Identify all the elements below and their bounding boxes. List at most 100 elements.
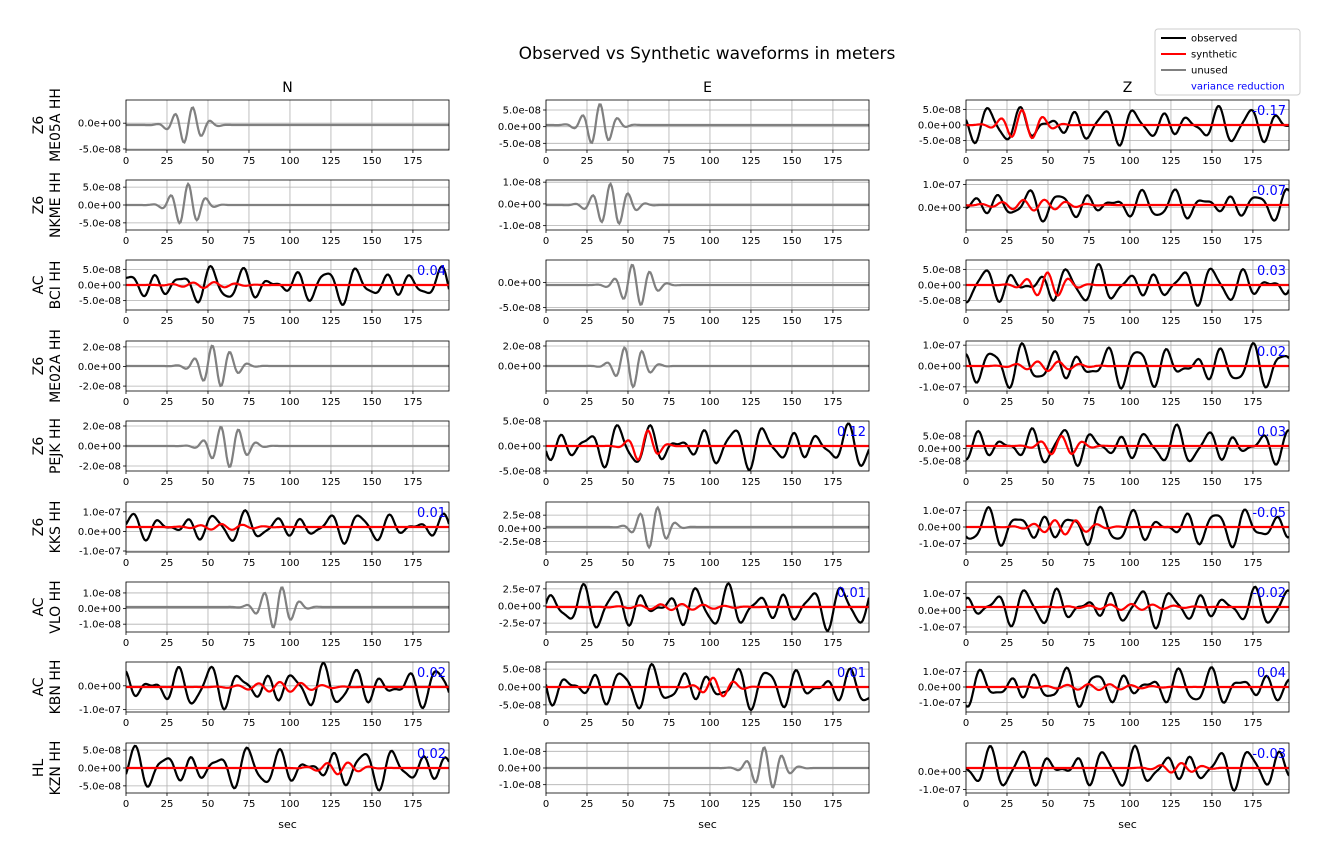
x-tick-label: 50 bbox=[202, 718, 215, 729]
x-tick-label: 150 bbox=[782, 477, 801, 488]
x-tick-label: 25 bbox=[161, 156, 174, 167]
x-tick-label: 0 bbox=[123, 799, 129, 810]
synthetic-trace bbox=[126, 280, 449, 289]
x-tick-label: 50 bbox=[202, 397, 215, 408]
x-tick-label: 50 bbox=[622, 718, 635, 729]
x-tick-label: 50 bbox=[1042, 156, 1055, 167]
y-tick-label: -5.0e-08 bbox=[499, 303, 541, 314]
x-tick-label: 125 bbox=[741, 718, 760, 729]
x-tick-label: 25 bbox=[1001, 316, 1014, 327]
x-tick-label: 125 bbox=[1161, 558, 1180, 569]
panel-N: 1.0e-08 0.0e+00 -1.0e-080 25 50 75 100 125 150 17… bbox=[78, 581, 450, 649]
y-tick-label: 0.0e+00 bbox=[78, 281, 121, 292]
x-tick-label: 100 bbox=[280, 718, 299, 729]
x-tick-label: 75 bbox=[243, 638, 256, 649]
row-label-station: KBN HH bbox=[48, 660, 64, 715]
x-tick-label: 150 bbox=[1202, 397, 1221, 408]
x-tick-label: 75 bbox=[243, 477, 256, 488]
x-tick-label: 50 bbox=[622, 236, 635, 247]
x-tick-label: 25 bbox=[1001, 799, 1014, 810]
x-tick-label: 75 bbox=[663, 477, 676, 488]
axes-frame bbox=[965, 581, 1290, 633]
x-tick-label: 75 bbox=[663, 156, 676, 167]
x-tick-label: 100 bbox=[1120, 638, 1139, 649]
row-label: ACBCI HH bbox=[31, 261, 64, 310]
x-tick-label: 50 bbox=[1042, 477, 1055, 488]
x-tick-label: 75 bbox=[243, 558, 256, 569]
synthetic-trace bbox=[966, 682, 1289, 692]
axes-frame bbox=[545, 259, 870, 311]
x-tick-label: 50 bbox=[622, 558, 635, 569]
x-tick-label: 50 bbox=[1042, 397, 1055, 408]
synthetic-trace bbox=[546, 676, 869, 698]
x-tick-label: 0 bbox=[543, 397, 549, 408]
row-label-station: PEJK HH bbox=[48, 418, 64, 474]
x-tick-label: 25 bbox=[581, 558, 594, 569]
y-tick-label: 0.0e+00 bbox=[78, 604, 121, 615]
panel-E: 0.01 2.5e-07 0.0e+00 -2.5e-070 25 50 75 100 125 1… bbox=[498, 581, 870, 649]
row-label-station: BCI HH bbox=[48, 261, 64, 310]
y-tick-label: 0.0e+00 bbox=[918, 767, 961, 778]
panel-N: 2.0e-08 0.0e+00 -2.0e-080 25 50 75 100 125 150 17… bbox=[78, 420, 450, 488]
x-tick-label: 25 bbox=[581, 156, 594, 167]
x-tick-label: 50 bbox=[622, 799, 635, 810]
x-tick-label: 100 bbox=[700, 718, 719, 729]
legend-label: synthetic bbox=[1191, 50, 1237, 61]
x-tick-label: 25 bbox=[1001, 156, 1014, 167]
x-tick-label: 50 bbox=[622, 638, 635, 649]
x-tick-label: 100 bbox=[1120, 316, 1139, 327]
synthetic-trace bbox=[546, 429, 869, 462]
x-tick-label: 50 bbox=[1042, 799, 1055, 810]
y-tick-label: -1.0e-08 bbox=[499, 780, 541, 791]
x-tick-label: 125 bbox=[321, 558, 340, 569]
legend-box bbox=[1154, 28, 1301, 96]
x-tick-label: 150 bbox=[1202, 558, 1221, 569]
row-label: Z6NKME HH bbox=[31, 172, 64, 238]
panel-Z: -0.07 1.0e-07 0.0e+00 0 25 50 75 100 125 150 175 bbox=[918, 179, 1290, 247]
variance-reduction-label: 0.04 bbox=[1257, 666, 1286, 681]
x-tick-label: 25 bbox=[161, 316, 174, 327]
y-tick-label: 5.0e-08 bbox=[503, 417, 541, 428]
x-tick-label: 175 bbox=[403, 799, 422, 810]
x-tick-label: 150 bbox=[362, 397, 381, 408]
x-tick-label: 175 bbox=[403, 156, 422, 167]
waveforms bbox=[546, 181, 869, 226]
x-tick-label: 175 bbox=[823, 236, 842, 247]
x-axis-label: sec bbox=[278, 818, 297, 831]
x-tick-label: 75 bbox=[663, 397, 676, 408]
x-tick-label: 75 bbox=[1083, 236, 1096, 247]
x-tick-label: 50 bbox=[202, 799, 215, 810]
x-tick-label: 175 bbox=[823, 558, 842, 569]
x-tick-label: 0 bbox=[963, 718, 969, 729]
panel-E: 1.0e-08 0.0e+00 -1.0e-080 25 50 75 100 125 150 17… bbox=[498, 742, 870, 831]
panel-E: 1.0e-08 0.0e+00 -1.0e-080 25 50 75 100 125 150 17… bbox=[498, 178, 870, 247]
x-tick-label: 25 bbox=[1001, 638, 1014, 649]
observed-trace bbox=[966, 666, 1289, 709]
waveforms bbox=[546, 103, 869, 145]
waveforms bbox=[966, 744, 1289, 792]
waveforms bbox=[966, 187, 1289, 223]
y-tick-label: 0.0e+00 bbox=[78, 681, 121, 692]
synthetic-trace bbox=[126, 761, 449, 776]
x-tick-label: 100 bbox=[700, 799, 719, 810]
x-tick-label: 50 bbox=[622, 477, 635, 488]
x-tick-label: 0 bbox=[963, 316, 969, 327]
y-tick-label: 0.0e+00 bbox=[498, 524, 541, 535]
x-tick-label: 175 bbox=[823, 397, 842, 408]
y-tick-label: -5.0e-08 bbox=[499, 139, 541, 150]
x-tick-label: 25 bbox=[1001, 558, 1014, 569]
y-tick-label: 0.0e+00 bbox=[918, 121, 961, 132]
x-tick-label: 175 bbox=[1243, 236, 1262, 247]
row-label: ACKBN HH bbox=[31, 660, 64, 715]
row-label-network: HL bbox=[31, 759, 47, 778]
y-tick-label: 5.0e-08 bbox=[923, 105, 961, 116]
variance-reduction-label: -0.03 bbox=[1252, 747, 1286, 762]
waveforms bbox=[546, 505, 869, 550]
x-tick-label: 25 bbox=[161, 799, 174, 810]
waveforms bbox=[966, 423, 1289, 468]
x-tick-label: 75 bbox=[1083, 397, 1096, 408]
y-tick-label: 0.0e+00 bbox=[918, 444, 961, 455]
panel-E: 5.0e-08 0.0e+00 -5.0e-080 25 50 75 100 125 150 17… bbox=[498, 99, 870, 167]
unused-trace bbox=[546, 346, 869, 389]
